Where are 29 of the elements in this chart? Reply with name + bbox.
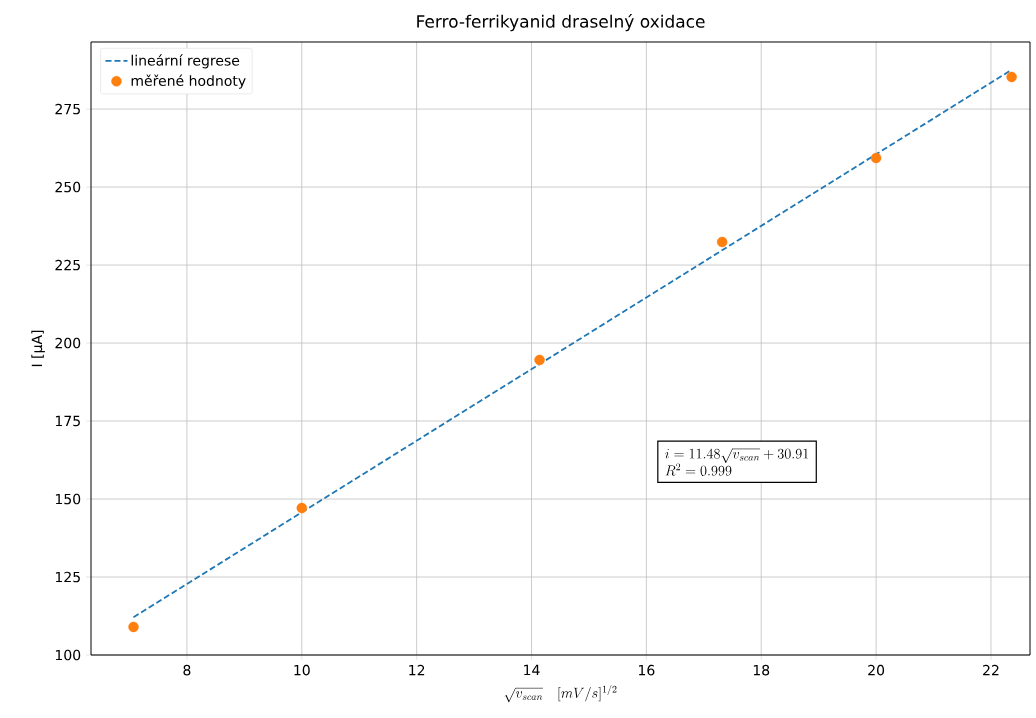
y-tick-label: 275	[55, 103, 80, 115]
point	[296, 502, 307, 514]
x-tick-label: 12	[409, 664, 425, 676]
y-axis-title: I [µA]	[31, 330, 45, 367]
x-tick-label: 20	[868, 664, 885, 676]
point	[870, 152, 882, 164]
annotation: $R^2=0.999$	[665, 463, 732, 476]
x-tick-label: 18	[753, 664, 770, 676]
y-tick-label: 100	[55, 649, 81, 661]
chart-title: Ferro-ferrikyanid draselný oxidace	[417, 14, 705, 32]
legend-label: měřené hodnoty	[131, 74, 246, 89]
point	[128, 621, 139, 633]
annotation: $i=11.48 \sqrt{v_{scan}} + 30.91$	[665, 448, 809, 463]
point	[1006, 71, 1017, 83]
x-axis-title: $\sqrt{v_{scan}}\quad [mV/s]^{1/2}$	[504, 684, 617, 703]
y-tick-label: 250	[55, 181, 81, 193]
x-tick-label: 16	[638, 664, 655, 676]
y-tick-label: 200	[55, 337, 81, 349]
y-tick-label: 225	[55, 259, 80, 271]
legend-label: lineární regrese	[131, 54, 240, 69]
y-tick-label: 150	[55, 493, 81, 505]
y-tick-label: 175	[55, 415, 80, 427]
point	[534, 354, 545, 366]
point	[716, 236, 728, 248]
x-tick-label: 22	[983, 664, 999, 676]
x-tick-label: 14	[524, 664, 540, 676]
x-tick-label: 8	[183, 664, 191, 676]
x-tick-label: 10	[294, 664, 310, 676]
y-tick-label: 125	[55, 571, 80, 583]
